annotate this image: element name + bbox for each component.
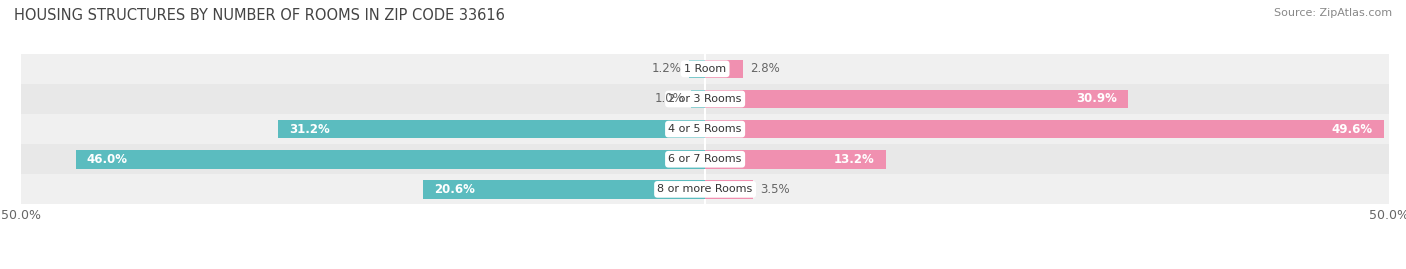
Text: 46.0%: 46.0% (87, 153, 128, 166)
Text: 3.5%: 3.5% (759, 183, 789, 196)
Text: HOUSING STRUCTURES BY NUMBER OF ROOMS IN ZIP CODE 33616: HOUSING STRUCTURES BY NUMBER OF ROOMS IN… (14, 8, 505, 23)
Bar (706, 180, 754, 199)
Bar (21, 54, 1389, 84)
Text: 1.2%: 1.2% (652, 62, 682, 75)
Bar (706, 59, 744, 78)
Bar (76, 150, 704, 169)
Bar (706, 120, 1384, 139)
Bar (21, 84, 1389, 114)
Text: 49.6%: 49.6% (1331, 123, 1372, 136)
Text: 13.2%: 13.2% (834, 153, 875, 166)
Text: 8 or more Rooms: 8 or more Rooms (658, 184, 752, 194)
Text: 20.6%: 20.6% (434, 183, 475, 196)
Text: 6 or 7 Rooms: 6 or 7 Rooms (668, 154, 742, 164)
Bar (278, 120, 704, 139)
Bar (706, 150, 886, 169)
Text: 1 Room: 1 Room (685, 64, 725, 74)
Bar (423, 180, 704, 199)
Text: Source: ZipAtlas.com: Source: ZipAtlas.com (1274, 8, 1392, 18)
Text: 2 or 3 Rooms: 2 or 3 Rooms (668, 94, 742, 104)
Text: 4 or 5 Rooms: 4 or 5 Rooms (668, 124, 742, 134)
Bar (21, 174, 1389, 204)
Text: 30.9%: 30.9% (1076, 93, 1116, 105)
Bar (692, 90, 706, 108)
Bar (21, 114, 1389, 144)
Bar (706, 90, 1128, 108)
Text: 2.8%: 2.8% (751, 62, 780, 75)
Text: 1.0%: 1.0% (655, 93, 685, 105)
Bar (21, 144, 1389, 174)
Bar (689, 59, 706, 78)
Text: 31.2%: 31.2% (290, 123, 330, 136)
